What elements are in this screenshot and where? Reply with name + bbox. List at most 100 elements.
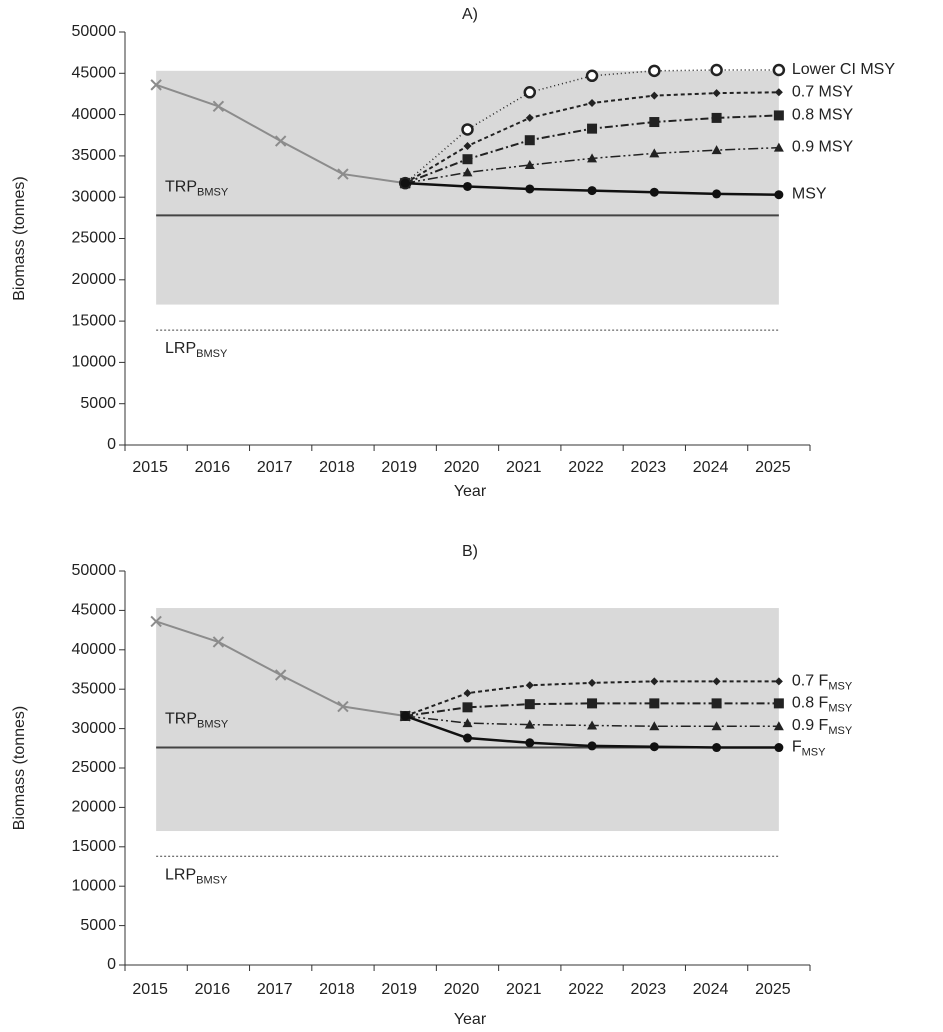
marker [525,113,534,122]
marker [712,677,721,686]
series-label: FMSY [792,739,826,759]
marker [525,184,535,194]
series-label: 0.7 FMSY [792,673,853,693]
marker [773,142,784,152]
marker [650,677,659,686]
marker [649,187,659,197]
y-tick-label: 40000 [72,106,117,123]
series-label: MSY [792,186,827,203]
reference-label-sub: BMSY [196,874,228,886]
x-tick-label: 2017 [257,981,293,998]
series-label-sub: MSY [828,680,853,692]
reference-label: TRPBMSY [165,179,229,199]
x-tick-label: 2016 [195,459,231,476]
y-tick-label: 50000 [72,23,117,40]
y-tick-label: 30000 [72,188,117,205]
reference-label-sub: BMSY [196,348,228,360]
x-tick-label: 2021 [506,981,542,998]
reference-label-main: LRP [165,866,196,883]
series-label: Lower CI MSY [792,61,895,78]
marker [774,743,784,753]
y-tick-label: 0 [107,956,116,973]
marker [524,159,535,169]
x-tick-label: 2018 [319,981,355,998]
x-axis-label: Year [454,1011,487,1028]
reference-label: LRPBMSY [165,866,228,886]
marker [585,69,599,83]
marker [463,141,472,150]
marker [711,112,722,123]
y-tick-label: 5000 [80,395,116,412]
marker [462,702,473,713]
marker [774,190,784,200]
y-tick-label: 10000 [72,877,117,894]
x-tick-label: 2017 [257,459,293,476]
series-label: 0.8 FMSY [792,695,853,715]
x-tick-label: 2024 [693,459,729,476]
chart-title: B) [462,543,478,560]
marker [587,123,598,134]
series-label-main: F [792,739,802,756]
x-tick-label: 2025 [755,981,791,998]
x-tick-label: 2023 [631,981,667,998]
y-tick-label: 45000 [72,65,117,82]
marker [649,117,660,128]
x-tick-label: 2015 [132,981,168,998]
series-label-main: 0.9 F [792,717,829,734]
x-tick-label: 2021 [506,459,542,476]
marker [274,669,287,681]
marker [150,615,162,628]
y-tick-label: 10000 [72,354,117,371]
marker [587,698,598,709]
marker [772,63,786,77]
marker [712,743,722,753]
x-tick-label: 2022 [568,459,604,476]
marker [712,89,721,98]
marker [710,63,723,77]
y-tick-label: 5000 [80,917,116,934]
marker [212,100,225,113]
marker [337,700,349,713]
marker [649,721,660,731]
series-label: 0.8 MSY [792,107,854,124]
reference-label-sub: BMSY [197,718,229,730]
x-tick-label: 2025 [755,459,791,476]
marker [400,178,410,188]
marker [649,698,660,709]
x-tick-label: 2024 [693,981,729,998]
marker [587,153,598,163]
series-label-main: Lower CI MSY [792,61,895,78]
series-label-sub: MSY [802,746,827,758]
marker [525,681,534,690]
y-axis-label: Biomass (tonnes) [11,706,28,831]
series-label: 0.9 MSY [792,139,854,156]
marker [524,699,535,710]
y-tick-label: 0 [107,436,116,453]
reference-label-main: TRP [165,179,197,196]
marker [462,167,473,177]
marker [648,64,661,78]
marker [650,91,659,100]
y-tick-label: 20000 [72,271,117,288]
marker [711,145,722,155]
x-tick-label: 2018 [319,459,355,476]
marker [463,689,472,698]
series-label-sub: MSY [828,725,853,737]
series-label-main: MSY [792,186,827,203]
marker [774,677,783,686]
y-tick-label: 25000 [72,759,117,776]
marker [463,733,472,743]
x-tick-label: 2015 [132,459,168,476]
marker [337,168,349,180]
marker [212,636,225,648]
marker [587,186,597,196]
reference-label-main: LRP [165,340,196,357]
series-label-main: 0.7 F [792,673,829,690]
series-label-main: 0.8 F [792,695,829,712]
marker [774,88,783,97]
marker [462,154,473,165]
x-tick-label: 2016 [195,981,231,998]
series-label-main: 0.8 MSY [792,107,854,124]
reference-label-main: TRP [165,711,197,728]
